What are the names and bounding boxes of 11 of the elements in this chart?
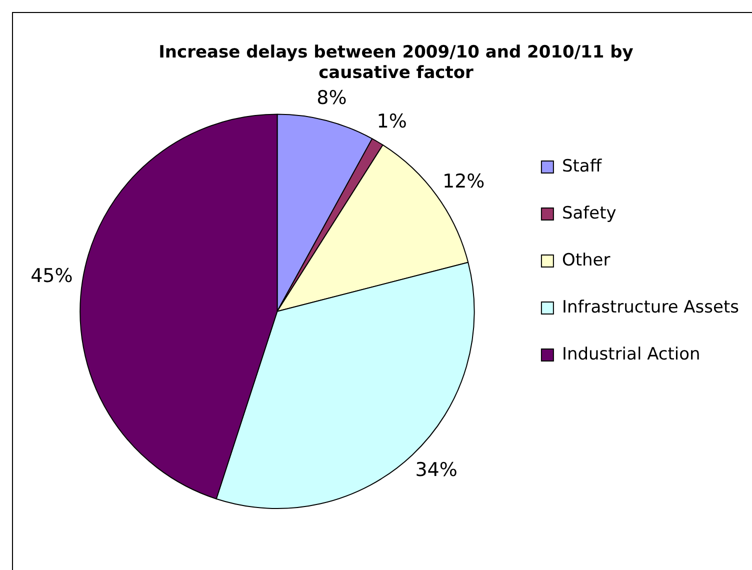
data-label: 12% bbox=[442, 170, 485, 193]
legend-label: Other bbox=[562, 250, 610, 270]
legend-label: Safety bbox=[562, 203, 616, 224]
data-label: 34% bbox=[415, 459, 458, 482]
legend-label: Infrastructure Assets bbox=[562, 297, 740, 318]
legend-label: Staff bbox=[562, 156, 603, 176]
legend-label: Industrial Action bbox=[562, 344, 700, 364]
data-label: 1% bbox=[376, 110, 407, 133]
data-label: 45% bbox=[30, 265, 73, 288]
data-label: 8% bbox=[316, 87, 347, 110]
chart-title: Increase delays between 2009/10 and 2010/11 by causative factor bbox=[158, 42, 634, 84]
